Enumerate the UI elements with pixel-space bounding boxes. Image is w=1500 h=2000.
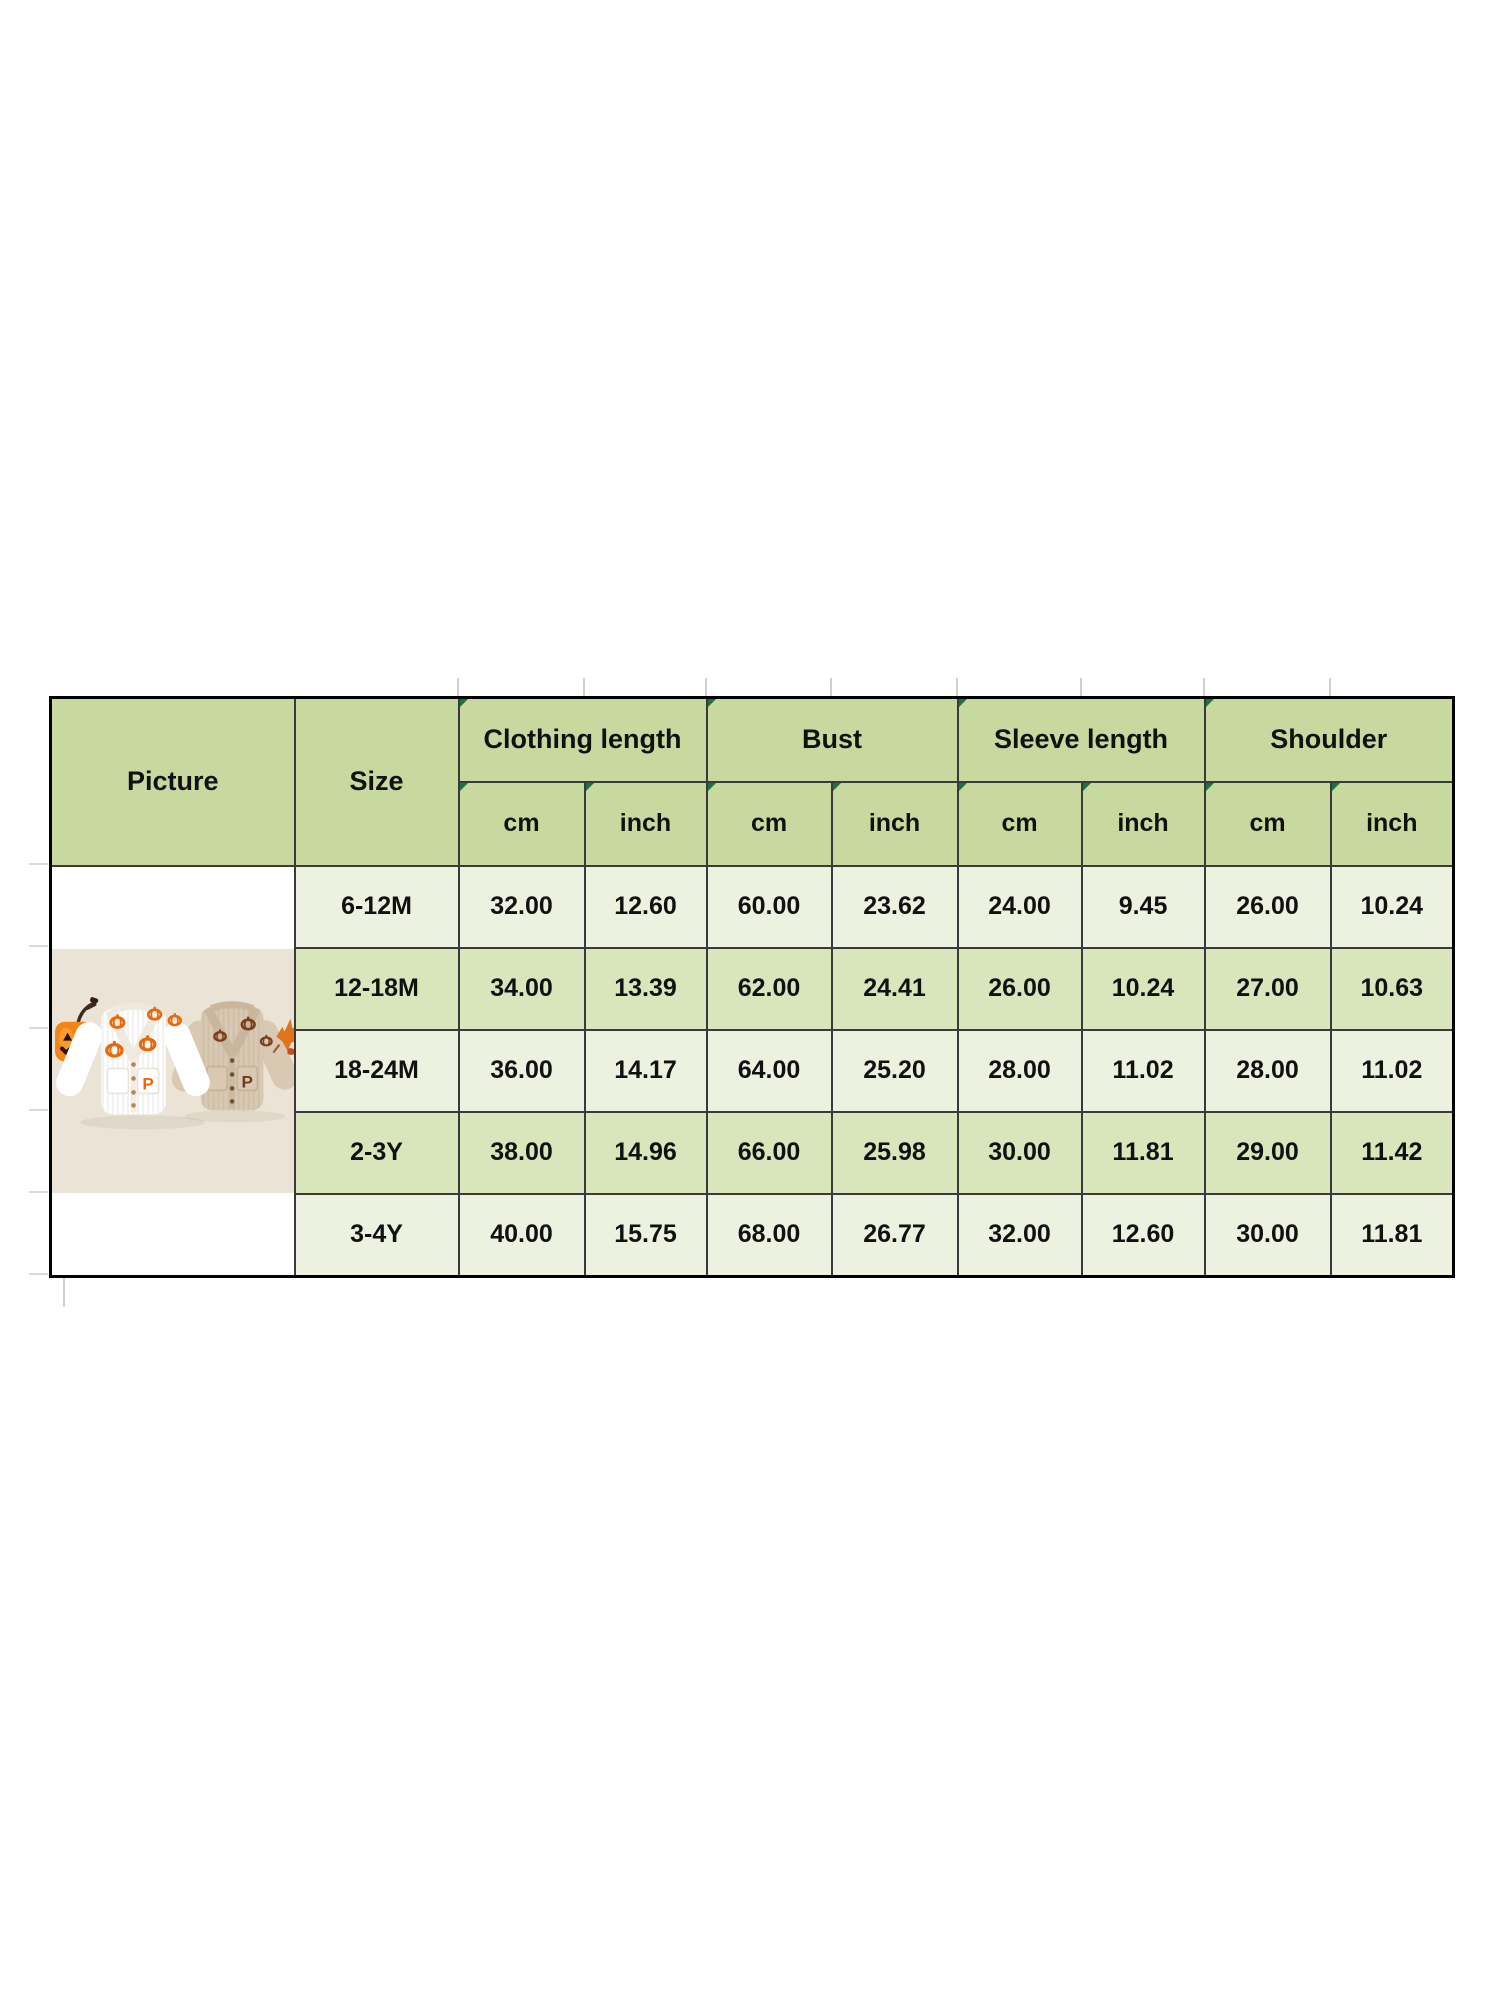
value-cell: 64.00 (705, 1028, 833, 1113)
gridline-artifact (29, 1273, 48, 1275)
value-cell: 12.60 (1080, 1192, 1206, 1278)
table-row: P (49, 864, 1455, 1278)
unit-cell: cm (705, 780, 833, 867)
value-cell: 29.00 (1203, 1110, 1332, 1195)
header-group-clothing-length: Clothing length (457, 696, 708, 783)
value-cell: 11.02 (1329, 1028, 1455, 1113)
unit-cell: inch (830, 780, 959, 867)
header-row-groups: Picture Size Clothing length Bust Sleeve… (49, 696, 1455, 867)
gridline-artifact (1203, 678, 1205, 696)
unit-cell: cm (1203, 780, 1332, 867)
gridline-artifact (29, 1109, 48, 1111)
value-cell: 38.00 (457, 1110, 586, 1195)
white-cardigan: P (56, 1002, 210, 1114)
value-cell: 26.00 (1203, 864, 1332, 949)
header-group-bust: Bust (705, 696, 959, 783)
gridline-artifact (705, 678, 707, 696)
value-cell: 34.00 (457, 946, 586, 1031)
header-size-cell: Size (293, 696, 460, 867)
gridline-artifact (29, 863, 48, 865)
value-cell: 68.00 (705, 1192, 833, 1278)
gridline-artifact (583, 678, 585, 696)
gridline-artifact (1080, 678, 1082, 696)
value-cell: 11.81 (1080, 1110, 1206, 1195)
product-photo-illustration: P (52, 948, 293, 1193)
gridline-artifact (29, 945, 48, 947)
value-cell: 36.00 (457, 1028, 586, 1113)
value-cell: 15.75 (583, 1192, 708, 1278)
value-cell: 12.60 (583, 864, 708, 949)
pocket-monogram: P (142, 1074, 153, 1093)
gridline-artifact (63, 1277, 65, 1307)
value-cell: 11.02 (1080, 1028, 1206, 1113)
gridline-artifact (29, 1191, 48, 1193)
value-cell: 26.77 (830, 1192, 959, 1278)
value-cell: 10.63 (1329, 946, 1455, 1031)
value-cell: 27.00 (1203, 946, 1332, 1031)
value-cell: 14.17 (583, 1028, 708, 1113)
value-cell: 23.62 (830, 864, 959, 949)
value-cell: 9.45 (1080, 864, 1206, 949)
value-cell: 60.00 (705, 864, 833, 949)
header-group-shoulder: Shoulder (1203, 696, 1455, 783)
unit-cell: cm (457, 780, 586, 867)
gridline-artifact (830, 678, 832, 696)
size-chart-table: Picture Size Clothing length Bust Sleeve… (49, 696, 1456, 1278)
value-cell: 32.00 (956, 1192, 1083, 1278)
value-cell: 32.00 (457, 864, 586, 949)
size-cell: 6-12M (293, 864, 460, 949)
value-cell: 30.00 (956, 1110, 1083, 1195)
size-cell: 12-18M (293, 946, 460, 1031)
value-cell: 28.00 (1203, 1028, 1332, 1113)
size-cell: 2-3Y (293, 1110, 460, 1195)
value-cell: 28.00 (956, 1028, 1083, 1113)
value-cell: 11.42 (1329, 1110, 1455, 1195)
value-cell: 62.00 (705, 946, 833, 1031)
gridline-artifact (956, 678, 958, 696)
value-cell: 10.24 (1329, 864, 1455, 949)
size-cell: 18-24M (293, 1028, 460, 1113)
value-cell: 14.96 (583, 1110, 708, 1195)
value-cell: 24.41 (830, 946, 959, 1031)
table-row: 18-24M 36.00 14.17 64.00 25.20 28.00 11.… (51, 1028, 1455, 1113)
value-cell: 30.00 (1203, 1192, 1332, 1278)
unit-cell: inch (1080, 780, 1206, 867)
gridline-artifact (457, 678, 459, 696)
unit-cell: inch (583, 780, 708, 867)
table-row: 2-3Y 38.00 14.96 66.00 25.98 30.00 11.81… (51, 1110, 1455, 1195)
product-photo: P (52, 948, 293, 1193)
value-cell: 40.00 (457, 1192, 586, 1278)
table-row: 3-4Y 40.00 15.75 68.00 26.77 32.00 12.60… (51, 1192, 1455, 1278)
header-group-sleeve-length: Sleeve length (956, 696, 1206, 783)
value-cell: 13.39 (583, 946, 708, 1031)
value-cell: 26.00 (956, 946, 1083, 1031)
value-cell: 25.20 (830, 1028, 959, 1113)
value-cell: 25.98 (830, 1110, 959, 1195)
unit-cell: inch (1329, 780, 1455, 867)
unit-cell: cm (956, 780, 1083, 867)
header-row-units: cm inch cm inch cm inch cm inch (51, 780, 1455, 867)
header-picture-cell: Picture (49, 696, 296, 867)
value-cell: 24.00 (956, 864, 1083, 949)
picture-cell: P (49, 864, 296, 1278)
gridline-artifact (1329, 678, 1331, 696)
gridline-artifact (29, 1027, 48, 1029)
pocket-monogram: P (242, 1072, 253, 1091)
value-cell: 66.00 (705, 1110, 833, 1195)
value-cell: 10.24 (1080, 946, 1206, 1031)
table-row: 12-18M 34.00 13.39 62.00 24.41 26.00 10.… (51, 946, 1455, 1031)
maple-leaf-icon (272, 1018, 293, 1055)
size-cell: 3-4Y (293, 1192, 460, 1278)
tan-cardigan: P (171, 1000, 293, 1110)
value-cell: 11.81 (1329, 1192, 1455, 1278)
